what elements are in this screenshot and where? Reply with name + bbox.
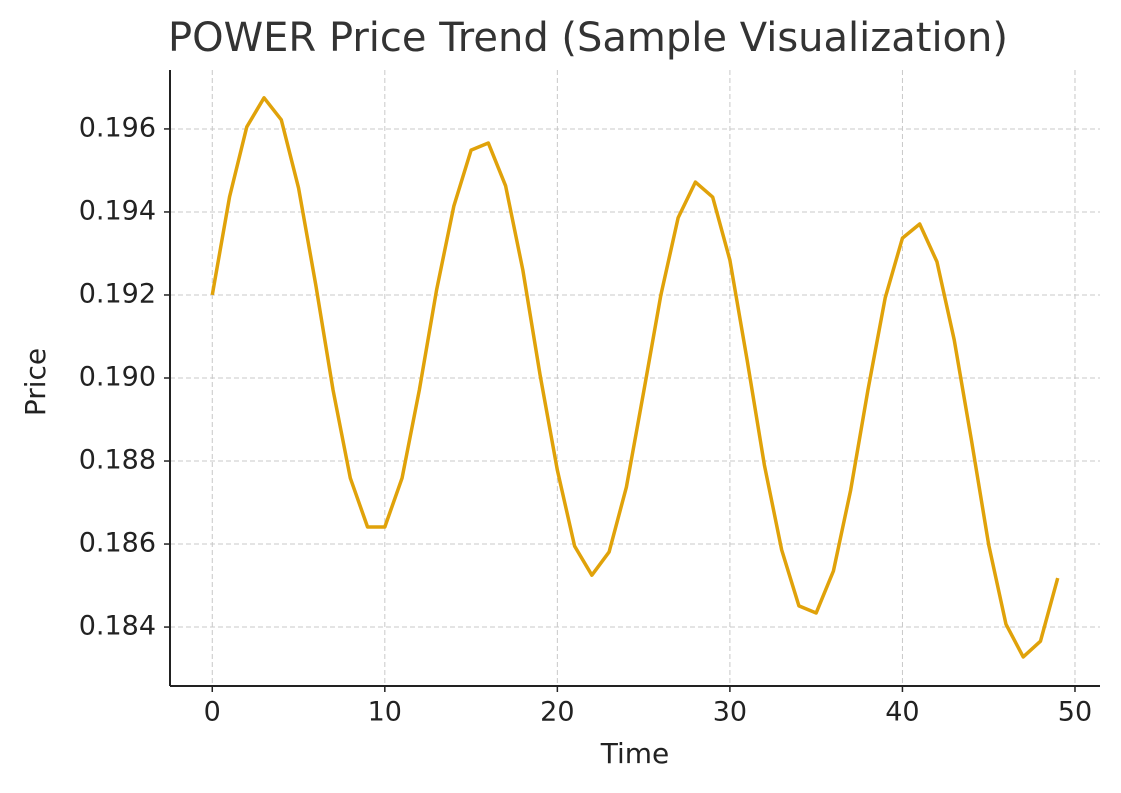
y-tick-label: 0.186 <box>79 528 156 559</box>
y-tick-label: 0.194 <box>79 195 156 226</box>
line-series <box>210 96 1060 659</box>
y-axis-label: Price <box>19 348 52 416</box>
x-tick-label: 10 <box>368 697 402 728</box>
x-axis-label: Time <box>600 737 670 770</box>
y-tick-label: 0.184 <box>79 611 156 642</box>
x-tick-label: 20 <box>540 697 574 728</box>
y-tick-label: 0.192 <box>79 278 156 309</box>
x-tick-label: 40 <box>885 697 919 728</box>
y-tick-label: 0.190 <box>79 362 156 393</box>
chart-title: POWER Price Trend (Sample Visualization) <box>168 15 1008 61</box>
y-tick-label: 0.188 <box>79 445 156 476</box>
y-tick-label: 0.196 <box>79 112 156 143</box>
x-tick-label: 0 <box>204 697 221 728</box>
x-tick-label: 50 <box>1058 697 1092 728</box>
x-tick-label: 30 <box>713 697 747 728</box>
